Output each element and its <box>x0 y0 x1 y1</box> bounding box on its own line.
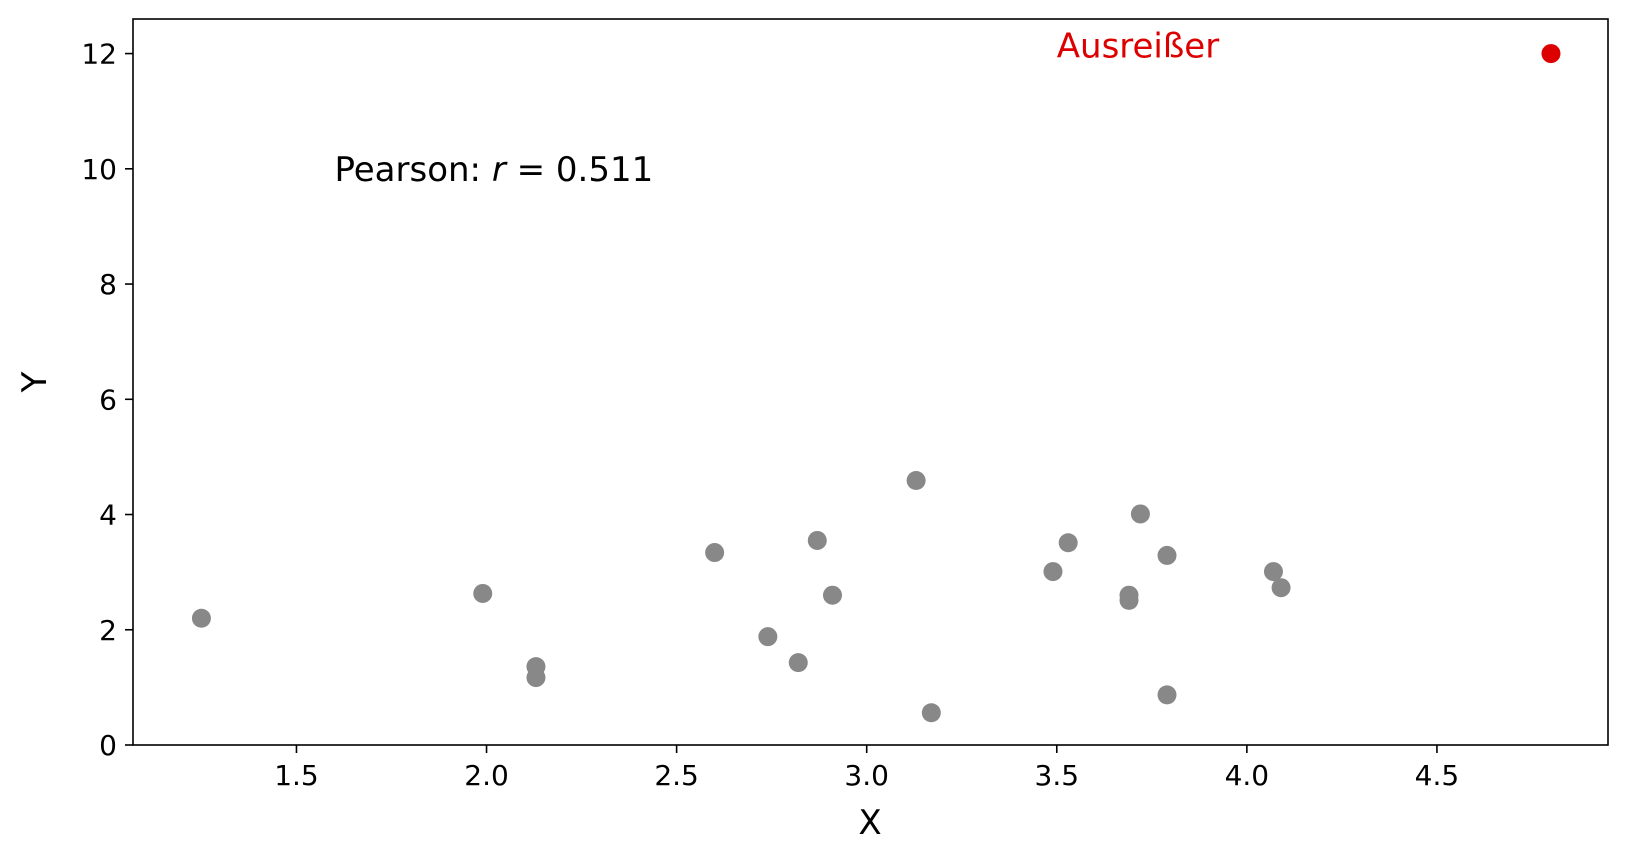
x-tick-label: 4.5 <box>1415 759 1460 792</box>
y-tick-label: 2 <box>99 614 117 647</box>
pearson-value: = 0.511 <box>506 150 653 190</box>
y-tick-label: 4 <box>99 499 117 532</box>
data-point <box>1263 562 1283 582</box>
outlier-annotation: Ausreißer <box>1057 27 1219 67</box>
y-tick-label: 0 <box>99 729 117 762</box>
plot-area <box>133 19 1608 745</box>
data-point <box>906 471 926 491</box>
data-point <box>1043 562 1063 582</box>
y-axis-ticks: 0 2 4 6 8 10 12 <box>81 38 133 762</box>
x-axis-ticks: 1.5 2.0 2.5 3.0 3.5 4.0 4.5 <box>274 745 1459 792</box>
data-point <box>1119 590 1139 610</box>
data-point <box>788 653 808 673</box>
x-tick-label: 2.0 <box>464 759 509 792</box>
data-point <box>526 668 546 688</box>
data-point <box>822 585 842 605</box>
x-tick-label: 3.5 <box>1035 759 1080 792</box>
x-axis-label: X <box>858 803 881 843</box>
pearson-annotation: Pearson: r = 0.511 <box>334 150 653 190</box>
data-points <box>191 44 1561 723</box>
data-point <box>758 627 778 647</box>
data-point <box>1157 545 1177 565</box>
data-point <box>705 543 725 563</box>
data-point <box>807 530 827 550</box>
data-point <box>1058 533 1078 553</box>
data-point <box>1157 685 1177 705</box>
plot-frame <box>132 18 1609 746</box>
data-point <box>473 583 493 603</box>
y-tick-label: 12 <box>81 38 117 71</box>
x-tick-label: 2.5 <box>654 759 699 792</box>
x-tick-label: 1.5 <box>274 759 319 792</box>
pearson-r-symbol: r <box>492 150 508 190</box>
pearson-prefix: Pearson: <box>334 150 491 190</box>
x-tick-label: 3.0 <box>844 759 889 792</box>
outlier-point <box>1541 44 1561 64</box>
y-tick-label: 10 <box>81 153 117 186</box>
data-point <box>1130 504 1150 524</box>
y-tick-label: 6 <box>99 383 117 416</box>
data-point <box>1271 578 1291 598</box>
data-point <box>191 608 211 628</box>
data-point <box>921 703 941 723</box>
x-tick-label: 4.0 <box>1225 759 1270 792</box>
y-tick-label: 8 <box>99 268 117 301</box>
y-axis-label: Y <box>15 371 55 393</box>
